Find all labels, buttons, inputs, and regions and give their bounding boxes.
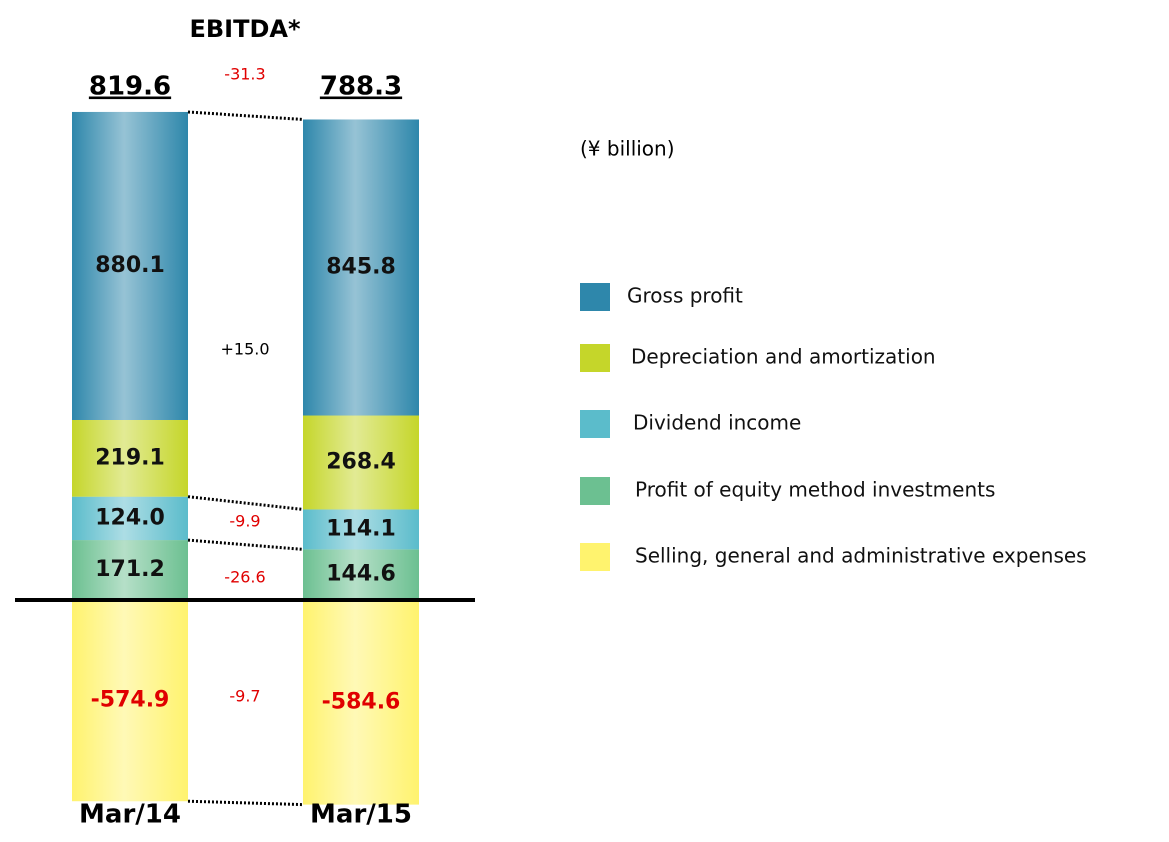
change-annotation: +15.0 bbox=[220, 340, 269, 359]
connector bbox=[187, 110, 304, 121]
legend-swatch bbox=[580, 283, 610, 311]
value-label: 171.2 bbox=[95, 557, 165, 582]
value-label: 219.1 bbox=[95, 445, 165, 470]
bar-sheen bbox=[72, 600, 188, 802]
legend-label: Gross profit bbox=[627, 284, 743, 308]
bar-sheen bbox=[303, 509, 419, 550]
value-label: 114.1 bbox=[326, 516, 396, 541]
value-label: -584.6 bbox=[322, 689, 401, 714]
legend-swatch bbox=[580, 477, 610, 505]
legend-swatch bbox=[580, 543, 610, 571]
legend-swatch bbox=[580, 344, 610, 372]
bar-sheen bbox=[72, 419, 188, 497]
bar-sheen bbox=[72, 496, 188, 541]
bar-sheen bbox=[72, 111, 188, 420]
total-label: 819.6 bbox=[89, 72, 171, 102]
change-annotation: -9.7 bbox=[229, 687, 260, 706]
x-tick-label: Mar/15 bbox=[310, 800, 412, 830]
bar-sheen bbox=[303, 415, 419, 510]
bar-sheen bbox=[303, 119, 419, 416]
legend-swatch bbox=[580, 410, 610, 438]
bar-sheen bbox=[72, 540, 188, 600]
value-label: 845.8 bbox=[326, 255, 396, 280]
legend-label: Selling, general and administrative expe… bbox=[635, 544, 1087, 568]
change-annotation: -9.9 bbox=[229, 512, 260, 531]
value-label: 880.1 bbox=[95, 253, 165, 278]
total-label: 788.3 bbox=[320, 72, 402, 102]
connector bbox=[187, 799, 304, 807]
value-label: -574.9 bbox=[91, 688, 170, 713]
bar-sheen bbox=[303, 600, 419, 805]
legend-label: Profit of equity method investments bbox=[635, 478, 995, 502]
connector bbox=[187, 495, 304, 511]
bar-sheen bbox=[303, 549, 419, 600]
x-tick-label: Mar/14 bbox=[79, 800, 181, 830]
legend-label: Dividend income bbox=[633, 411, 801, 435]
value-label: 268.4 bbox=[326, 449, 396, 474]
change-annotation: -31.3 bbox=[224, 65, 265, 84]
chart-title: EBITDA* bbox=[189, 15, 300, 43]
value-label: 144.6 bbox=[326, 562, 396, 587]
connector bbox=[187, 538, 304, 551]
value-label: 124.0 bbox=[95, 505, 165, 530]
legend-label: Depreciation and amortization bbox=[631, 345, 936, 369]
unit-label: (¥ billion) bbox=[580, 137, 675, 161]
change-annotation: -26.6 bbox=[224, 568, 265, 587]
